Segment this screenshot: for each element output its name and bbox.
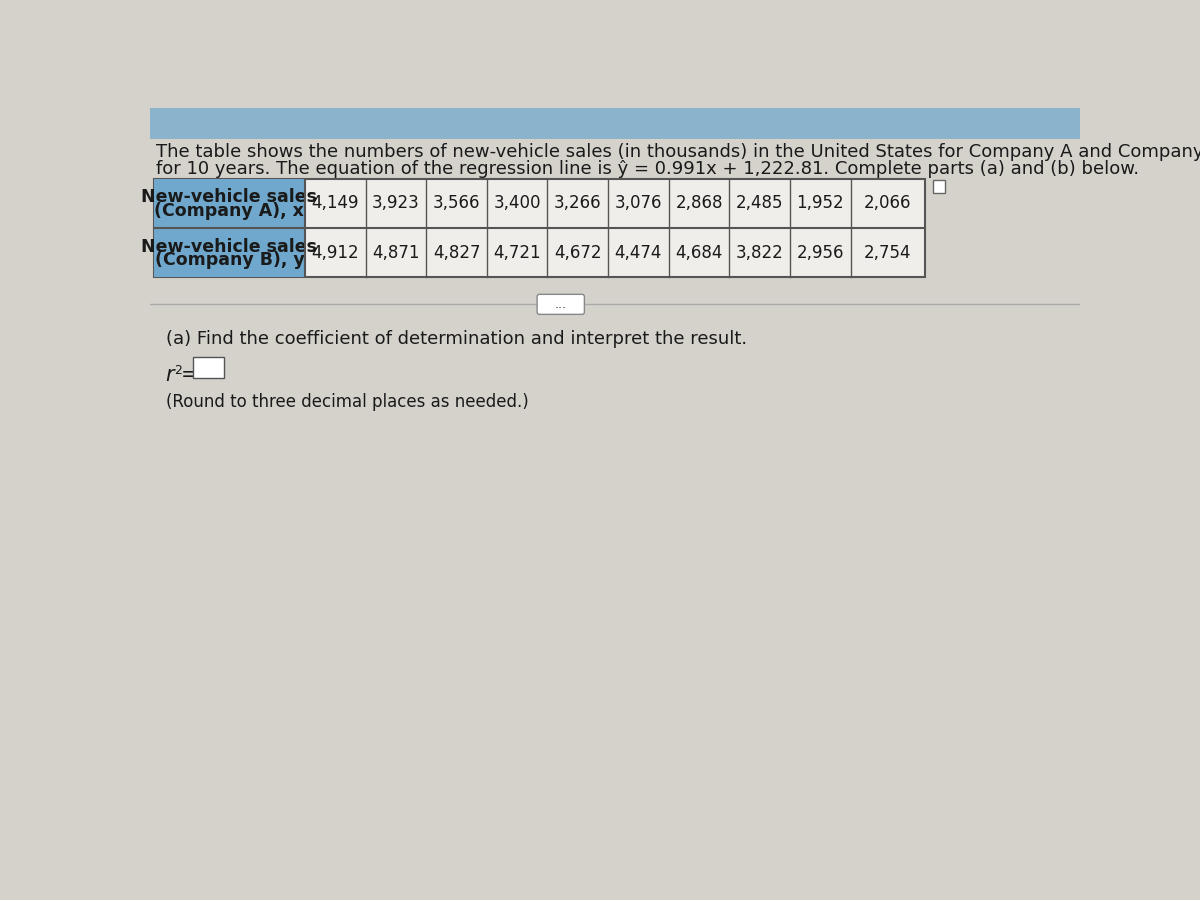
Bar (932, 180, 946, 193)
Text: (a) Find the coefficient of determination and interpret the result.: (a) Find the coefficient of determinatio… (166, 329, 746, 347)
Text: New-vehicle sales: New-vehicle sales (142, 238, 318, 256)
Text: 4,672: 4,672 (554, 244, 601, 262)
Bar (150, 108, 1080, 139)
Text: 4,871: 4,871 (372, 244, 420, 262)
Bar (154, 179, 925, 277)
Text: 2,956: 2,956 (797, 244, 844, 262)
Text: r: r (166, 365, 174, 385)
Text: 2: 2 (174, 364, 182, 376)
Text: for 10 years. The equation of the regression line is ŷ = 0.991x + 1,222.81. Comp: for 10 years. The equation of the regres… (156, 160, 1139, 178)
Text: 2,754: 2,754 (864, 244, 912, 262)
Bar (154, 179, 305, 277)
Text: =: = (181, 365, 199, 385)
Text: 2,868: 2,868 (676, 194, 722, 212)
Text: 1,952: 1,952 (797, 194, 844, 212)
Text: 4,721: 4,721 (493, 244, 541, 262)
Text: 4,474: 4,474 (614, 244, 662, 262)
Text: 3,400: 3,400 (493, 194, 541, 212)
Text: The table shows the numbers of new-vehicle sales (in thousands) in the United St: The table shows the numbers of new-vehic… (156, 142, 1200, 160)
Text: 3,566: 3,566 (433, 194, 480, 212)
Text: 3,076: 3,076 (614, 194, 662, 212)
Text: 3,822: 3,822 (736, 244, 784, 262)
Text: (Company B), y: (Company B), y (155, 251, 305, 269)
Text: ...: ... (554, 298, 566, 310)
Text: 3,266: 3,266 (554, 194, 601, 212)
Text: 3,923: 3,923 (372, 194, 420, 212)
Text: (Round to three decimal places as needed.): (Round to three decimal places as needed… (166, 393, 528, 411)
Text: 4,684: 4,684 (676, 244, 722, 262)
Text: 2,485: 2,485 (736, 194, 784, 212)
Text: New-vehicle sales: New-vehicle sales (142, 188, 318, 206)
Text: 4,912: 4,912 (312, 244, 359, 262)
FancyBboxPatch shape (538, 294, 584, 314)
Text: (Company A), x: (Company A), x (155, 202, 305, 220)
Bar (193, 356, 224, 378)
Text: 4,149: 4,149 (312, 194, 359, 212)
Text: 2,066: 2,066 (864, 194, 912, 212)
Text: 4,827: 4,827 (433, 244, 480, 262)
